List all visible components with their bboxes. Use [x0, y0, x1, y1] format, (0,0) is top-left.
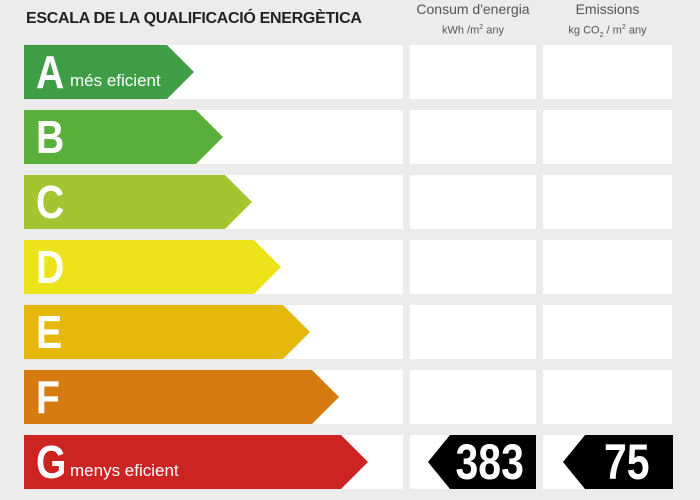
- emissions-cell: [543, 370, 672, 424]
- rating-row-e: E: [0, 305, 700, 359]
- energy-column-header: Consum d'energia kWh /m2 any: [410, 1, 536, 38]
- rating-letter: E: [36, 306, 63, 358]
- emissions-cell: [543, 45, 672, 99]
- rating-letter: F: [36, 371, 60, 423]
- emissions-badge: 75: [563, 435, 673, 489]
- page-title: ESCALA DE LA QUALIFICACIÓ ENERGÈTICA: [26, 10, 362, 27]
- energy-cell: [410, 110, 536, 164]
- emissions-column-unit: kg CO2 / m2 any: [568, 24, 647, 39]
- emissions-cell: [543, 110, 672, 164]
- emissions-column-title: Emissions: [575, 1, 640, 17]
- rating-arrow-e: E: [24, 305, 310, 359]
- rating-letter: D: [36, 241, 65, 293]
- rating-arrow-d: D: [24, 240, 281, 294]
- energy-cell: [410, 305, 536, 359]
- energy-cell: [410, 175, 536, 229]
- rating-label: més eficient: [70, 71, 161, 90]
- rating-arrow-b: B: [24, 110, 223, 164]
- rating-letter: C: [36, 176, 65, 228]
- rating-row-b: B: [0, 110, 700, 164]
- energy-cell: [410, 240, 536, 294]
- rating-letter: B: [36, 111, 65, 163]
- rating-letter: G: [36, 436, 67, 488]
- rating-arrow-f: F: [24, 370, 339, 424]
- emissions-cell: [543, 305, 672, 359]
- energy-cell: [410, 370, 536, 424]
- energy-column-title: Consum d'energia: [416, 1, 530, 17]
- energy-consumption-value: 383: [455, 434, 525, 490]
- rating-row-c: C: [0, 175, 700, 229]
- rating-arrow-c: C: [24, 175, 252, 229]
- emissions-value: 75: [604, 434, 650, 490]
- rating-label: menys eficient: [70, 461, 179, 480]
- rating-letter: A: [36, 46, 65, 98]
- energy-cell: [410, 45, 536, 99]
- rating-row-d: D: [0, 240, 700, 294]
- emissions-cell: [543, 175, 672, 229]
- energy-column-unit: kWh /m2 any: [442, 24, 504, 37]
- emissions-cell: [543, 240, 672, 294]
- energy-consumption-badge: 383: [428, 435, 536, 489]
- emissions-column-header: Emissions kg CO2 / m2 any: [543, 1, 672, 43]
- rating-row-f: F: [0, 370, 700, 424]
